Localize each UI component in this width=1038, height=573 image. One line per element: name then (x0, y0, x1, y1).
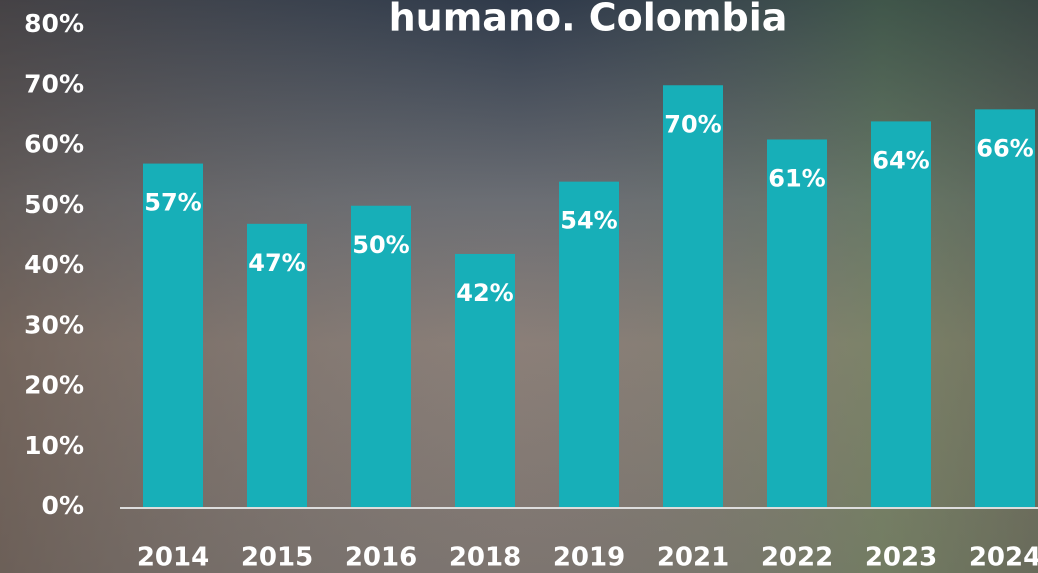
value-label: 50% (352, 231, 409, 259)
y-tick-label: 40% (24, 250, 84, 279)
y-tick-label: 20% (24, 371, 84, 400)
bar (351, 205, 411, 507)
x-tick-label: 2022 (761, 543, 833, 573)
x-tick-label: 2019 (553, 543, 625, 573)
y-tick-label: 70% (24, 69, 84, 98)
value-label: 61% (768, 164, 825, 192)
bar (455, 253, 515, 507)
bar (559, 181, 619, 507)
value-label: 54% (560, 207, 617, 235)
chart-title: humano. Colombia (389, 0, 788, 40)
bar (663, 85, 723, 507)
y-tick-label: 10% (24, 431, 84, 460)
value-label: 57% (144, 189, 201, 217)
bar (247, 223, 307, 507)
value-label: 66% (976, 134, 1033, 162)
x-tick-label: 2023 (865, 543, 937, 573)
x-tick-label: 2015 (241, 543, 313, 573)
y-tick-label: 0% (42, 491, 84, 520)
y-tick-label: 50% (24, 190, 84, 219)
y-tick-label: 30% (24, 310, 84, 339)
x-tick-label: 2014 (137, 543, 209, 573)
x-tick-label: 2018 (449, 543, 521, 573)
x-tick-label: 2016 (345, 543, 417, 573)
value-label: 70% (664, 110, 721, 138)
value-label: 64% (872, 146, 929, 174)
bar (871, 121, 931, 508)
value-label: 42% (456, 279, 513, 307)
value-label: 47% (248, 249, 305, 277)
bar (767, 139, 827, 507)
x-tick-label: 2024 (969, 543, 1038, 573)
bar (975, 109, 1035, 507)
y-tick-label: 80% (24, 9, 84, 38)
bar (143, 163, 203, 507)
y-tick-label: 60% (24, 130, 84, 159)
x-tick-label: 2021 (657, 543, 729, 573)
